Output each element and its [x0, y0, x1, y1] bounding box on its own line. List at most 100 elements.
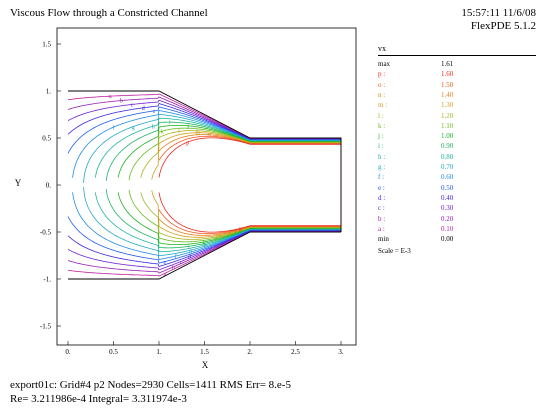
legend-key: f : — [378, 173, 385, 182]
legend-value: 0.90 — [441, 142, 454, 151]
contour-label-i: i — [169, 120, 171, 126]
legend-row: min 0.00 — [378, 235, 498, 245]
legend-key: a : — [378, 224, 385, 233]
legend-value: 1.30 — [441, 101, 454, 110]
legend-value: 0.40 — [441, 193, 454, 202]
legend-row: h : 0.80 — [378, 153, 498, 163]
x-axis-ticks: 0. 0.5 1. 1.5 2. 2.5 3. — [65, 341, 344, 356]
legend-row: n : 1.40 — [378, 91, 498, 101]
contour-label-n: n — [208, 133, 211, 139]
legend-value: 1.61 — [441, 60, 454, 68]
legend-value: 0.30 — [441, 204, 454, 213]
contour-label-d: d — [188, 255, 191, 261]
contour-label-e: e — [153, 109, 156, 115]
contour-label-m: m — [195, 131, 200, 137]
legend-value: 1.60 — [441, 70, 454, 79]
contour-label-o: o — [234, 229, 237, 235]
contour-line-k — [128, 127, 342, 243]
legend-row: k : 1.10 — [378, 122, 498, 132]
contour-label-k: k — [215, 236, 218, 242]
plot-title: Viscous Flow through a Constricted Chann… — [10, 7, 208, 19]
legend-row: f : 0.60 — [378, 173, 498, 183]
y-tick-label: -0.5 — [40, 229, 52, 237]
legend-value: 0.70 — [441, 163, 454, 171]
legend-key: j : — [378, 132, 384, 141]
legend-key: b : — [378, 214, 386, 223]
contour-label-g: g — [189, 249, 192, 255]
legend-row: d : 0.40 — [378, 194, 498, 204]
legend-key: d : — [378, 193, 386, 202]
contour-label-d: d — [142, 106, 145, 112]
legend-key: p : — [378, 70, 386, 79]
channel-boundary — [68, 90, 342, 280]
x-axis-label: X — [202, 360, 209, 370]
legend-key: h : — [378, 152, 386, 161]
contour-label-c: c — [180, 260, 183, 266]
legend-row: max 1.61 — [378, 60, 498, 70]
contour-line-e — [67, 106, 342, 264]
x-tick-label: 2. — [247, 348, 253, 356]
legend-row: i : 0.90 — [378, 142, 498, 152]
legend-row: p : 1.60 — [378, 70, 498, 80]
contour-label-j: j — [186, 124, 189, 130]
x-tick-label: 1. — [156, 348, 162, 356]
legend-value: 0.60 — [441, 173, 454, 182]
contour-label-k: k — [161, 130, 164, 136]
legend-value: 0.80 — [441, 152, 454, 161]
legend-scale: Scale = E-3 — [378, 247, 411, 255]
legend-row: c : 0.30 — [378, 204, 498, 214]
y-tick-label: 0.5 — [42, 135, 51, 143]
software-version: FlexPDE 5.1.2 — [470, 20, 536, 32]
contour-label-f: f — [174, 253, 176, 260]
legend-key: c : — [378, 204, 385, 213]
plot-frame — [56, 27, 357, 346]
x-tick-label: 3. — [338, 348, 344, 356]
legend-row: e : 0.50 — [378, 184, 498, 194]
legend-key: o : — [378, 80, 386, 89]
contour-label-f: f — [113, 125, 115, 132]
contour-label-a: a — [164, 272, 167, 278]
legend-value: 0.00 — [441, 235, 454, 244]
legend-key: g : — [378, 163, 386, 171]
legend-value: 1.00 — [441, 132, 454, 141]
footer-stats-line-2: Re= 3.211986e-4 Integral= 3.311974e-3 — [10, 393, 187, 405]
contour-line-g — [83, 113, 342, 257]
contour-label-m: m — [218, 233, 223, 239]
legend-value: 1.50 — [441, 80, 454, 89]
legend-row: g : 0.70 — [378, 163, 498, 173]
x-tick-label: 1.5 — [200, 348, 209, 356]
y-tick-label: -1. — [43, 276, 51, 284]
contour-label-c: c — [131, 103, 134, 109]
legend-row: a : 0.10 — [378, 225, 498, 235]
contour-label-i: i — [188, 244, 190, 250]
legend-value: 1.40 — [441, 90, 454, 99]
contour-label-h: h — [152, 125, 155, 131]
legend-value: 0.20 — [441, 214, 454, 223]
legend-value: 0.50 — [441, 183, 454, 192]
contour-label-h: h — [204, 243, 207, 249]
contour-label-l: l — [229, 232, 231, 238]
legend-row: j : 1.00 — [378, 132, 498, 142]
legend-value: 1.10 — [441, 121, 454, 130]
legend-key: max — [378, 60, 391, 68]
timestamp: 15:57:11 11/6/08 — [461, 7, 536, 19]
legend-key: min — [378, 235, 389, 244]
legend-key: l : — [378, 111, 384, 120]
contour-label-e: e — [164, 260, 167, 266]
contour-label-b: b — [172, 266, 175, 272]
contour-label-j: j — [202, 240, 205, 246]
contour-label-g: g — [132, 125, 135, 131]
x-tick-label: 0. — [65, 348, 71, 356]
y-axis-ticks: 1.5 1. 0.5 0. -0.5 -1. -1.5 — [40, 41, 61, 331]
y-tick-label: 0. — [46, 182, 52, 190]
contour-label-o: o — [215, 135, 218, 141]
contour-label-l: l — [178, 130, 180, 136]
y-tick-label: 1.5 — [42, 41, 51, 49]
contour-label-a: a — [109, 94, 112, 100]
legend-key: k : — [378, 121, 386, 130]
contour-line-o — [158, 135, 342, 235]
contour-label-p: p — [186, 141, 189, 147]
contour-line-p — [158, 137, 342, 233]
